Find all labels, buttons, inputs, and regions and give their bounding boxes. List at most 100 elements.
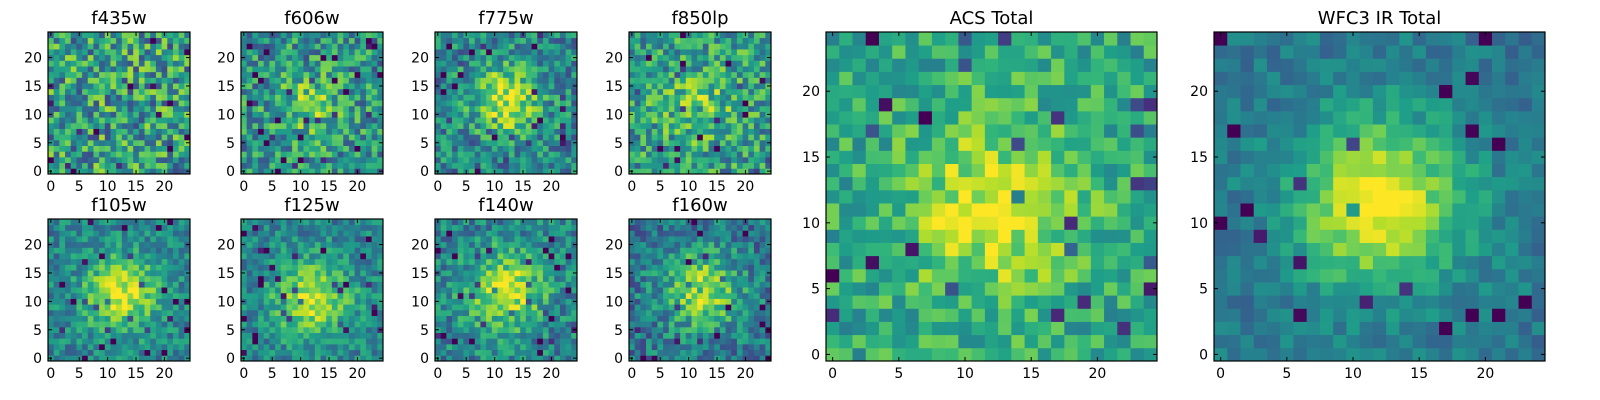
heatmap-cell <box>99 332 106 339</box>
heatmap-cell <box>680 332 687 339</box>
heatmap-cell <box>440 292 447 299</box>
heatmap-cell <box>309 219 316 226</box>
heatmap-cell <box>309 162 316 169</box>
heatmap-cell <box>657 287 664 294</box>
heatmap-cell <box>178 151 185 158</box>
heatmap-cell <box>748 145 755 152</box>
heatmap-cell <box>297 122 304 129</box>
heatmap-cell <box>565 162 572 169</box>
heatmap-cell <box>76 309 83 316</box>
heatmap-cell <box>354 309 361 316</box>
heatmap-cell <box>99 247 106 254</box>
heatmap-cell <box>765 88 772 95</box>
heatmap-cell <box>87 332 94 339</box>
heatmap-cell <box>326 343 333 351</box>
heatmap-cell <box>303 168 310 175</box>
heatmap-cell <box>127 326 134 333</box>
heatmap-cell <box>144 241 151 248</box>
heatmap-cell <box>651 66 658 73</box>
heatmap-cell <box>725 275 732 282</box>
heatmap-cell <box>365 49 373 56</box>
heatmap-cell <box>150 122 157 129</box>
heatmap-cell <box>138 145 145 152</box>
heatmap-cell <box>155 54 162 61</box>
heatmap-cell <box>263 54 270 61</box>
heatmap-cell <box>377 332 384 339</box>
heatmap-cell <box>697 309 704 316</box>
heatmap-cell <box>326 71 333 78</box>
heatmap-cell <box>258 258 265 265</box>
heatmap-cell <box>571 43 578 50</box>
heatmap-cell <box>320 43 327 50</box>
heatmap-cell <box>663 321 670 328</box>
heatmap-cell <box>292 83 299 90</box>
heatmap-cell <box>297 281 304 288</box>
heatmap-cell <box>331 315 338 322</box>
heatmap-cell <box>331 83 338 90</box>
heatmap-cell <box>731 292 738 299</box>
heatmap-cell <box>525 224 532 231</box>
heatmap-cell <box>155 292 162 299</box>
heatmap-cell <box>144 134 151 141</box>
heatmap-cell <box>657 117 664 124</box>
heatmap-cell <box>314 264 321 271</box>
heatmap-cell <box>263 122 270 129</box>
heatmap-cell <box>685 134 692 141</box>
heatmap-cell <box>697 156 704 164</box>
heatmap-cell <box>246 117 253 124</box>
heatmap-cell <box>708 338 715 345</box>
heatmap-cell <box>155 236 162 243</box>
heatmap-cell <box>440 37 447 44</box>
heatmap-cell <box>252 326 259 333</box>
heatmap-cell <box>463 145 470 152</box>
heatmap-cell <box>286 298 293 305</box>
heatmap-cell <box>491 66 498 73</box>
heatmap-cell <box>258 332 265 339</box>
heatmap-cell <box>640 321 647 328</box>
heatmap-cell <box>82 338 89 345</box>
heatmap-cell <box>292 270 299 277</box>
heatmap-cell <box>269 134 276 141</box>
heatmap-cell <box>326 287 333 294</box>
heatmap-cell <box>53 287 60 294</box>
heatmap-cell <box>742 100 749 107</box>
heatmap-cell <box>127 338 134 345</box>
heatmap-cell <box>748 355 755 362</box>
heatmap-cell <box>116 321 123 328</box>
heatmap-cell <box>167 298 174 305</box>
heatmap-cell <box>269 156 276 164</box>
heatmap-cell <box>725 54 732 61</box>
heatmap-cell <box>463 134 470 141</box>
heatmap-cell <box>246 71 253 78</box>
heatmap-cell <box>82 111 89 118</box>
heatmap-cell <box>503 247 510 254</box>
heatmap-cell <box>116 32 123 39</box>
heatmap-cell <box>65 309 72 316</box>
heatmap-cell <box>463 151 470 158</box>
heatmap-cell <box>525 332 532 339</box>
heatmap-cell <box>48 309 55 316</box>
heatmap-cell <box>708 71 715 78</box>
heatmap-cell <box>525 287 532 294</box>
heatmap-cell <box>457 321 464 328</box>
heatmap-cell <box>491 156 498 164</box>
heatmap-cell <box>360 326 367 333</box>
heatmap-cell <box>531 270 538 277</box>
heatmap-cell <box>503 321 510 328</box>
heatmap-cell <box>497 315 504 322</box>
heatmap-cell <box>258 66 265 73</box>
heatmap-cell <box>280 309 287 316</box>
heatmap-cell <box>110 224 117 231</box>
heatmap-cell <box>48 343 55 351</box>
heatmap-cell <box>178 343 185 351</box>
heatmap-cell <box>348 304 355 311</box>
heatmap-cell <box>486 253 493 260</box>
heatmap-cell <box>121 224 128 231</box>
heatmap-cell <box>674 105 681 112</box>
heatmap-cell <box>497 32 504 39</box>
heatmap-cell <box>155 349 162 356</box>
heatmap-cell <box>59 315 66 322</box>
heatmap-cell <box>150 258 157 265</box>
heatmap-cell <box>634 117 641 124</box>
